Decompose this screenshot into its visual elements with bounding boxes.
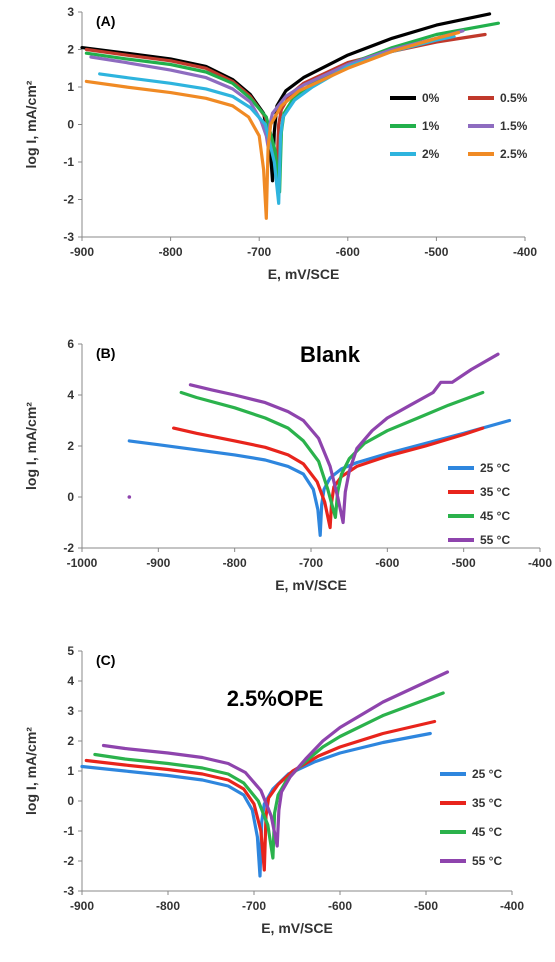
series-line-3 [84, 21, 500, 194]
legend-label: 1.5% [500, 119, 528, 133]
legend: 0% 0.5% 1% 1.5% 2% 2.5% [390, 91, 528, 161]
series-line-4 [101, 670, 450, 848]
x-tick-label: -700 [299, 556, 323, 570]
series-line-2 [84, 719, 437, 872]
y-tick-label: 1 [67, 80, 74, 94]
y-tick-label: 4 [67, 674, 74, 688]
y-tick-label: 3 [67, 5, 74, 19]
x-axis-label: E, mV/SCE [275, 577, 347, 593]
y-tick-label: 5 [67, 644, 74, 658]
legend-label: 45 °C [472, 825, 502, 839]
x-tick-label: -500 [424, 245, 448, 259]
legend-label: 2.5% [500, 147, 528, 161]
y-tick-label: 1 [67, 764, 74, 778]
x-axis-label: E, mV/SCE [268, 266, 340, 282]
y-tick-label: 0 [67, 118, 74, 132]
x-tick-label: -700 [247, 245, 271, 259]
x-tick-label: -600 [375, 556, 399, 570]
chart-panel-c: -900 -800 -700 -600 -500 -400 -3 -2 -1 0 1 2 3 4 5 E, m… [23, 644, 524, 936]
x-tick-label: -600 [336, 245, 360, 259]
chart-panel-b: -1000 -900 -800 -700 -600 -500 -400 -2 0 2 4 6 E, mV… [23, 337, 552, 593]
y-tick-label: -2 [63, 193, 74, 207]
x-tick-label: -400 [528, 556, 552, 570]
y-tick-label: 0 [67, 490, 74, 504]
y-tick-label: 4 [67, 388, 74, 402]
panel-label: (B) [96, 345, 115, 361]
legend-label: 35 °C [472, 796, 502, 810]
x-tick-label: -900 [146, 556, 170, 570]
legend-label: 55 °C [480, 533, 510, 547]
outlier-data-point [127, 495, 132, 499]
y-tick-label: 3 [67, 704, 74, 718]
x-tick-label: -800 [159, 245, 183, 259]
x-tick-label: -500 [452, 556, 476, 570]
y-tick-label: -3 [63, 884, 74, 898]
chart-title: Blank [300, 342, 361, 367]
y-tick-label: -2 [63, 854, 74, 868]
y-tick-label: 2 [67, 43, 74, 57]
legend-label: 0% [422, 91, 440, 105]
y-tick-label: 6 [67, 337, 74, 351]
series-line-1 [80, 12, 492, 183]
legend: 25 °C 35 °C 45 °C 55 °C [440, 767, 502, 868]
chart-panel-a: -900 -800 -700 -600 -500 -400 -3 -2 -1 0 1 2 3 E, mV/… [23, 5, 537, 282]
x-tick-label: -400 [500, 899, 524, 913]
series-line-2 [172, 426, 485, 530]
legend-label: 35 °C [480, 485, 510, 499]
x-tick-label: -400 [513, 245, 537, 259]
y-tick-label: 0 [67, 794, 74, 808]
x-tick-label: -500 [414, 899, 438, 913]
panel-label: (A) [96, 13, 115, 29]
series-line-4 [188, 352, 500, 525]
y-tick-label: -3 [63, 230, 74, 244]
x-tick-label: -700 [242, 899, 266, 913]
y-tick-label: -1 [63, 155, 74, 169]
series-line-3 [179, 390, 485, 519]
x-tick-label: -800 [156, 899, 180, 913]
legend-label: 45 °C [480, 509, 510, 523]
x-tick-label: -900 [70, 245, 94, 259]
legend-label: 1% [422, 119, 440, 133]
x-tick-label: -900 [70, 899, 94, 913]
legend-label: 25 °C [472, 767, 502, 781]
y-tick-label: -1 [63, 824, 74, 838]
y-tick-label: 2 [67, 439, 74, 453]
legend-label: 55 °C [472, 854, 502, 868]
y-tick-label: -2 [63, 541, 74, 555]
series-line-3 [93, 691, 445, 860]
x-tick-label: -1000 [67, 556, 98, 570]
legend-label: 0.5% [500, 91, 528, 105]
x-tick-label: -600 [328, 899, 352, 913]
x-axis-label: E, mV/SCE [261, 920, 333, 936]
legend-label: 25 °C [480, 461, 510, 475]
series-line-6 [84, 31, 461, 220]
y-axis-label: log I, mA/cm² [23, 402, 39, 490]
y-axis-label: log I, mA/cm² [23, 727, 39, 815]
chart-title: 2.5%OPE [227, 686, 324, 711]
legend-label: 2% [422, 147, 440, 161]
y-tick-label: 2 [67, 734, 74, 748]
x-tick-label: -800 [223, 556, 247, 570]
series-line-1 [127, 418, 512, 537]
panel-label: (C) [96, 652, 115, 668]
series-line-1 [80, 731, 432, 878]
y-axis-label: log I, mA/cm² [23, 80, 39, 168]
legend: 25 °C 35 °C 45 °C 55 °C [448, 461, 510, 547]
